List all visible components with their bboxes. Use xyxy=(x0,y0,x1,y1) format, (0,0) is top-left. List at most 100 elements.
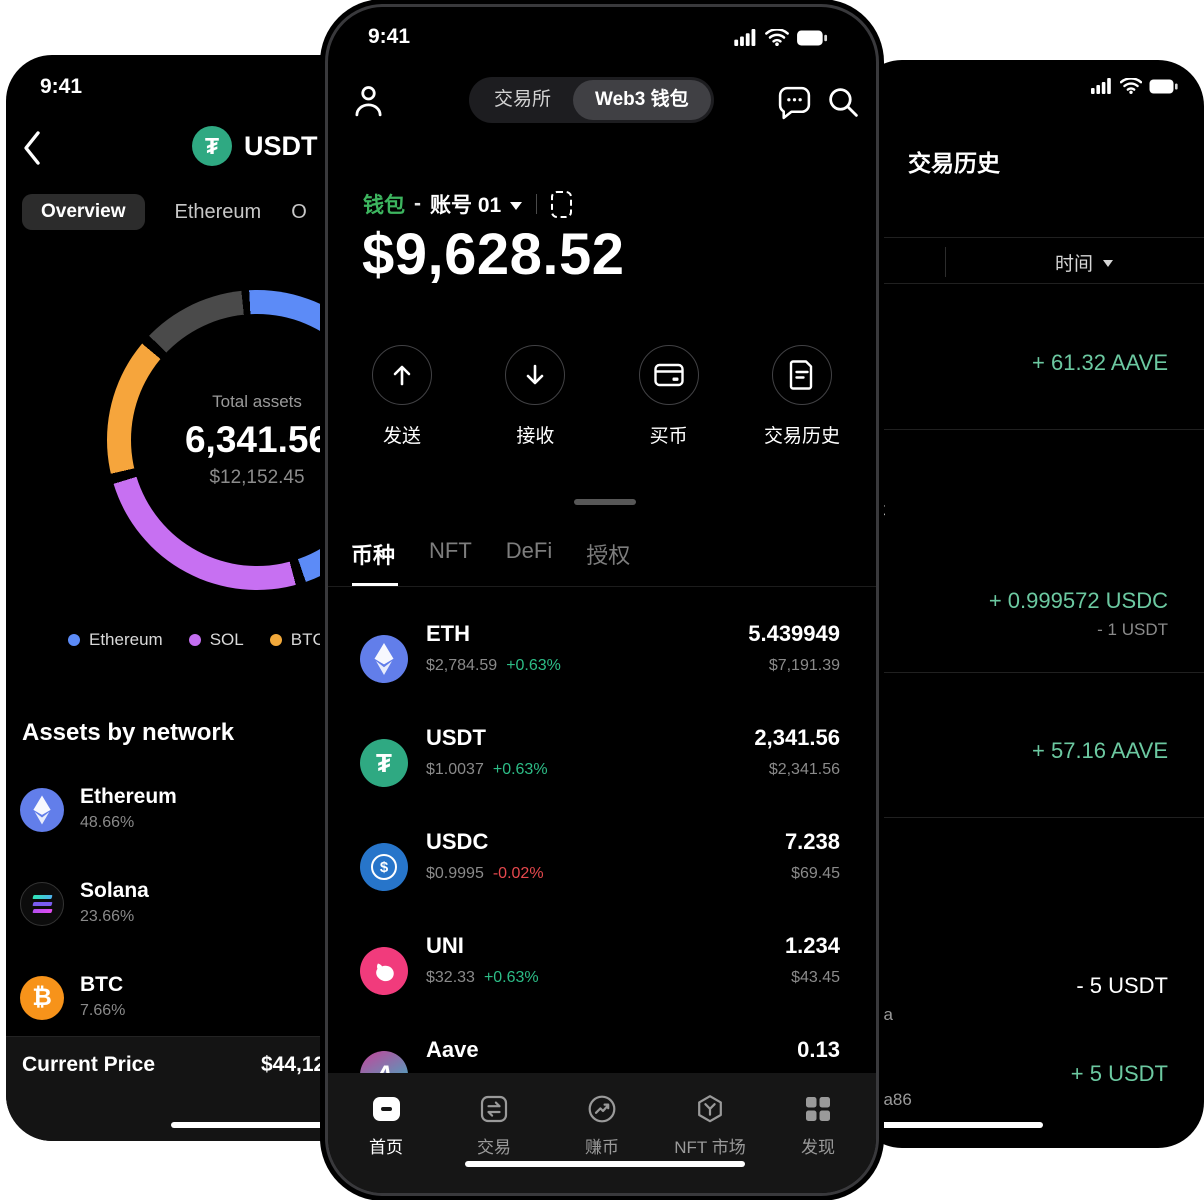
transaction-sub-amount: - 1 USDT xyxy=(1097,620,1168,639)
battery-icon xyxy=(1149,79,1178,93)
transaction-amount[interactable]: + 5 USDT xyxy=(1070,1061,1168,1086)
network-row-solana[interactable]: Solana 23.66% xyxy=(20,879,580,939)
account-selector[interactable]: 钱包 - 账号 01 xyxy=(363,189,573,219)
legend-item-ethereum: Ethereum xyxy=(68,630,163,650)
tab-overview[interactable]: Overview xyxy=(22,194,145,230)
card-icon xyxy=(638,345,699,405)
home-indicator xyxy=(465,1161,745,1167)
arrow-down-icon xyxy=(505,345,566,405)
battery-icon xyxy=(797,30,828,45)
person-icon xyxy=(355,86,382,117)
filter-divider xyxy=(945,247,946,277)
chevron-down-icon xyxy=(510,201,523,210)
btc-icon: ₿ xyxy=(20,976,64,1020)
profile-button[interactable] xyxy=(353,83,384,119)
legend-item-btc: BTC xyxy=(269,630,325,650)
buy-crypto-button[interactable]: 买币 xyxy=(606,345,732,448)
center-phone-wallet-home-screen: 9:41 交易所 Web3 钱包 xyxy=(325,4,879,1196)
current-price-label: Current Price xyxy=(22,1053,156,1076)
nav-earn[interactable]: 赚币 xyxy=(560,1094,644,1158)
tab-approvals[interactable]: 授权 xyxy=(586,543,631,568)
usdt-icon: ₮ xyxy=(192,126,232,166)
status-icons xyxy=(1091,78,1178,94)
divider xyxy=(856,237,1204,238)
current-price-value: $44,12 xyxy=(261,1053,326,1076)
nft-hexagon-icon xyxy=(695,1094,725,1124)
total-assets-usd: $12,152.45 xyxy=(209,466,305,488)
divider xyxy=(536,194,538,214)
token-row-usdt[interactable]: ₮ USDT $1.0037 +0.63% 2,341.56 $2,341.56 xyxy=(328,711,876,815)
usdc-icon: $ xyxy=(360,843,408,891)
transaction-amount[interactable]: - 5 USDT xyxy=(1076,973,1168,998)
home-indicator xyxy=(877,1122,1043,1128)
tab-web3-wallet[interactable]: Web3 钱包 xyxy=(573,80,711,120)
nav-discover[interactable]: 发现 xyxy=(776,1094,860,1158)
home-icon xyxy=(372,1097,400,1121)
tab-nft[interactable]: NFT xyxy=(429,538,472,563)
nav-trade[interactable]: 交易 xyxy=(452,1094,536,1158)
nav-nft-market[interactable]: NFT 市场 xyxy=(668,1094,752,1158)
section-title: Assets by network xyxy=(22,719,235,746)
legend-dot-orange xyxy=(269,634,282,646)
change-up: +0.63% xyxy=(492,761,548,778)
transaction-amount[interactable]: + 0.999572 USDC xyxy=(988,588,1168,613)
token-detail-tabs: Overview Ethereum O xyxy=(22,194,307,230)
usdt-icon: ₮ xyxy=(360,739,408,787)
transaction-history-button[interactable]: 交易历史 xyxy=(739,345,865,448)
network-row-btc[interactable]: ₿ BTC 7.66% xyxy=(20,973,580,1033)
wallet-label: 钱包 xyxy=(363,194,405,217)
bottom-nav: 首页 交易 赚币 xyxy=(328,1073,876,1193)
token-row-usdc[interactable]: $ USDC $0.9995 -0.02% 7.238 $69.45 xyxy=(328,815,876,919)
token-title: USDT xyxy=(244,130,318,161)
divider xyxy=(856,429,1204,430)
signal-icon xyxy=(734,29,756,46)
time-filter-dropdown[interactable]: 时间 xyxy=(1055,249,1114,276)
divider xyxy=(856,672,1204,673)
tab-exchange[interactable]: 交易所 xyxy=(494,89,552,110)
divider xyxy=(856,283,1204,284)
home-indicator xyxy=(171,1122,441,1128)
uni-icon xyxy=(360,947,408,995)
sheet-drag-handle[interactable] xyxy=(574,499,636,505)
legend-dot-blue xyxy=(68,634,80,646)
back-button[interactable] xyxy=(22,130,44,166)
tab-third[interactable]: O xyxy=(291,200,307,223)
chart-legend: Ethereum SOL BTC xyxy=(68,630,325,650)
tab-coins[interactable]: 币种 xyxy=(351,525,399,586)
top-segmented-control: 交易所 Web3 钱包 xyxy=(469,77,714,123)
transaction-amount[interactable]: + 61.32 AAVE xyxy=(1032,350,1168,375)
quick-actions: 发送 接收 买币 xyxy=(328,345,876,448)
token-row-uni[interactable]: UNI $32.33 +0.63% 1.234 $43.45 xyxy=(328,919,876,1023)
chevron-left-icon xyxy=(24,131,40,165)
total-balance: $9,628.52 xyxy=(362,222,625,287)
change-down: -0.02% xyxy=(492,865,544,882)
discover-grid-icon xyxy=(804,1094,832,1124)
support-chat-button[interactable] xyxy=(776,84,813,120)
token-row-eth[interactable]: ETH $2,784.59 +0.63% 5.439949 $7,191.39 xyxy=(328,607,876,711)
legend-item-sol: SOL xyxy=(188,630,244,650)
earn-icon xyxy=(587,1094,617,1124)
scan-qr-icon[interactable] xyxy=(551,190,573,218)
receive-button[interactable]: 接收 xyxy=(472,345,598,448)
search-button[interactable] xyxy=(826,85,860,119)
transaction-amount[interactable]: + 57.16 AAVE xyxy=(1032,738,1168,763)
page-title: 交易历史 xyxy=(908,150,1000,176)
right-phone-transaction-history-screen: 交易历史 时间 + 61.32 AAVE ) C + 0.999572 USDC… xyxy=(856,60,1204,1148)
send-button[interactable]: 发送 xyxy=(339,345,465,448)
solana-icon xyxy=(20,882,64,926)
asset-tabs: 币种 NFT DeFi 授权 xyxy=(328,525,876,587)
status-icons xyxy=(734,29,828,46)
total-assets-label: Total assets xyxy=(212,391,302,411)
tab-defi[interactable]: DeFi xyxy=(505,538,553,563)
page-title: ₮ USDT xyxy=(192,126,318,166)
network-row-ethereum[interactable]: Ethereum 48.66% xyxy=(20,785,580,845)
search-icon xyxy=(829,88,858,117)
divider xyxy=(856,817,1204,818)
nav-home[interactable]: 首页 xyxy=(344,1094,428,1158)
arrow-up-icon xyxy=(372,345,432,405)
change-up: +0.63% xyxy=(483,969,539,986)
status-time: 9:41 xyxy=(368,25,411,48)
eth-icon xyxy=(360,635,408,683)
tab-ethereum[interactable]: Ethereum xyxy=(174,200,262,223)
wifi-icon xyxy=(765,29,789,46)
